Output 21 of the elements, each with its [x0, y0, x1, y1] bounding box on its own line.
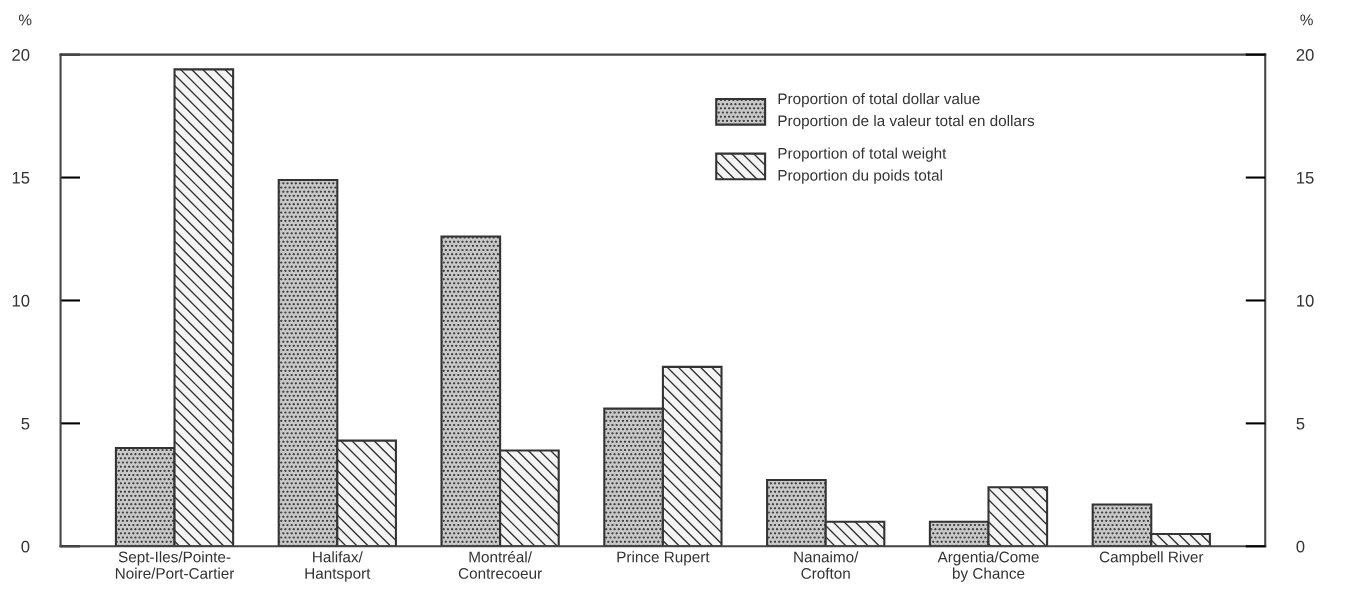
y2-tick-label: 10	[1297, 294, 1314, 307]
y2-tick-label: 15	[1297, 172, 1314, 184]
x-tick-label: Campbell River	[1099, 551, 1204, 566]
y-tick-label: 10	[12, 294, 30, 307]
y-axis-title: %	[18, 14, 32, 26]
y2-tick-label: 5	[1296, 417, 1305, 430]
x-tick-label: Nanaimo/ Crofton	[794, 551, 859, 579]
x-tick-label: Sept-Iles/Pointe- Noire/Port-Cartier	[115, 551, 235, 579]
y2-tick-label: 20	[1296, 49, 1314, 61]
y2-tick-label: 0	[1296, 540, 1305, 553]
legend-label: Proportion of total weight Proportion du poids total	[778, 147, 947, 184]
x-tick-label: Prince Rupert	[617, 551, 710, 566]
x-tick-label: Montréal/ Contrecoeur	[458, 550, 542, 579]
y-tick-label: 5	[21, 417, 30, 430]
y2-axis-title: %	[1300, 14, 1313, 26]
legend-label: Proportion of total dollar value Proportion de la valeur total en dollars	[778, 92, 1035, 130]
y-tick-label: 15	[12, 172, 30, 184]
y-tick-label: 20	[12, 49, 30, 61]
y-tick-label: 0	[21, 540, 30, 553]
x-tick-label: Argentia/Come by Chance	[937, 551, 1039, 582]
x-tick-label: Halifax/ Hantsport	[305, 551, 371, 582]
